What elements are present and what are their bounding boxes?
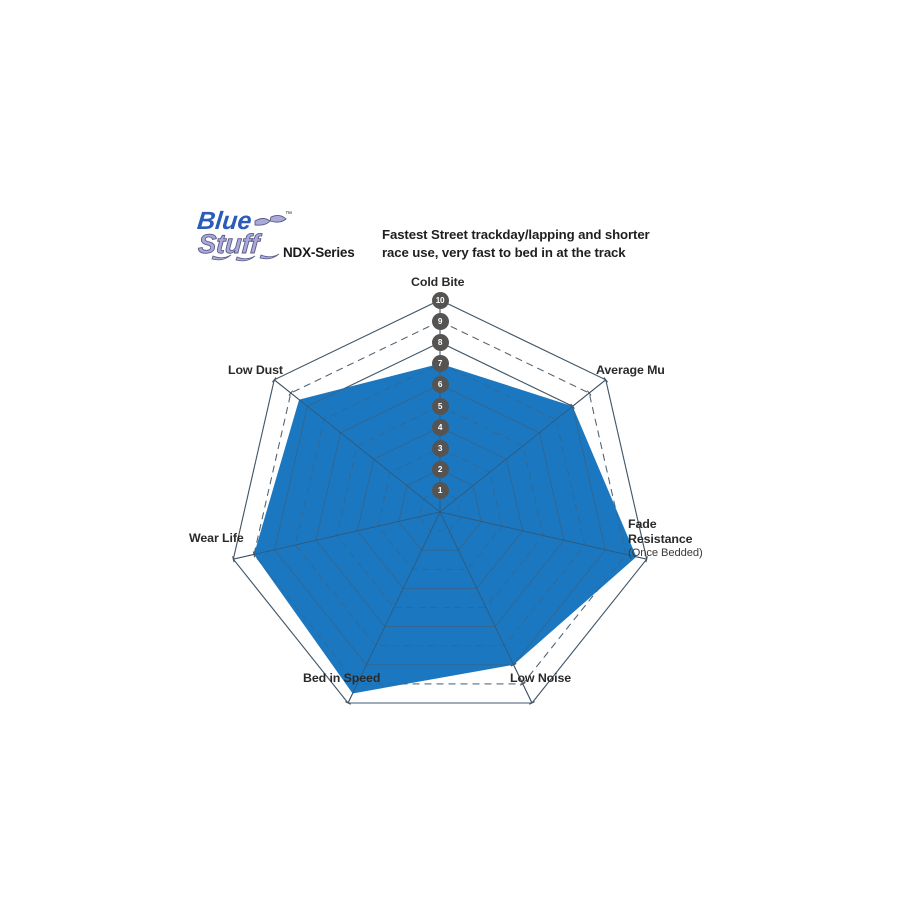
axis-label-low-noise: Low Noise <box>510 671 572 685</box>
logo-flourish-top <box>254 214 287 226</box>
bluestuff-logo: Blue ™ Stuff <box>197 205 377 265</box>
logo-word-stuff: Stuff <box>197 229 264 260</box>
axis-label-fade-line3: (Once Bedded) <box>628 547 703 559</box>
logo-word-blue: Blue <box>197 207 253 235</box>
radar-grid-solid-overlay <box>232 299 648 704</box>
tagline-line-2: race use, very fast to bed in at the tra… <box>382 244 626 260</box>
logo-trademark: ™ <box>285 211 292 218</box>
scale-badge-8: 8 <box>431 333 449 351</box>
scale-badge-7: 7 <box>431 355 449 373</box>
scale-badge-1: 1 <box>431 482 449 500</box>
axis-label-fade-line2: Resistance <box>628 531 693 546</box>
axis-label-wear-life: Wear Life <box>189 531 244 545</box>
scale-badge-10: 10 <box>431 291 449 309</box>
scale-badge-4: 4 <box>431 418 449 436</box>
scale-badge-3: 3 <box>431 439 449 457</box>
tagline-line-1: Fastest Street trackday/lapping and shor… <box>382 227 650 242</box>
axis-label-fade-resistance: Fade Resistance (Once Bedded) <box>628 517 703 561</box>
scale-badge-5: 5 <box>431 397 449 415</box>
logo-flourish-bottom <box>211 253 280 262</box>
scale-badge-6: 6 <box>431 376 449 394</box>
radar-grid-dashed-overlay <box>253 320 627 685</box>
axis-label-low-dust: Low Dust <box>228 363 283 377</box>
svg-text:Stuff: Stuff <box>197 229 263 259</box>
radar-series-polygon <box>253 363 637 694</box>
scale-badge-2: 2 <box>431 461 449 479</box>
bluestuff-logo-svg: Blue ™ Stuff <box>197 207 292 262</box>
axis-label-average-mu: Average Mu <box>596 363 665 377</box>
product-tagline: Fastest Street trackday/lapping and shor… <box>382 226 672 261</box>
series-label: NDX-Series <box>283 245 355 260</box>
scale-badge-9: 9 <box>431 312 449 330</box>
axis-label-cold-bite: Cold Bite <box>411 275 465 289</box>
axis-label-fade-line1: Fade <box>628 517 657 531</box>
svg-text:Blue: Blue <box>197 207 253 235</box>
axis-label-bed-in-speed: Bed in Speed <box>303 671 381 685</box>
